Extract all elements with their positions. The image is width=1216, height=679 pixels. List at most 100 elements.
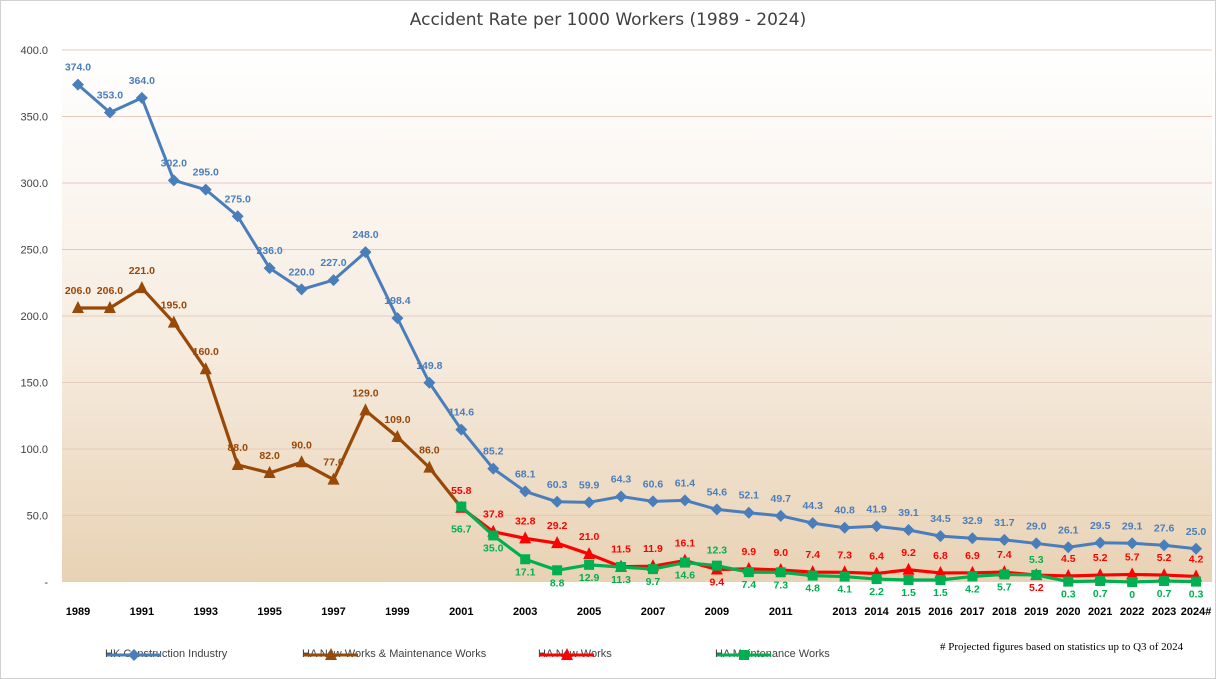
data-label: 68.1	[515, 468, 536, 480]
x-tick-label: 2016	[928, 606, 952, 618]
data-label: 9.0	[773, 547, 788, 559]
data-point	[1062, 541, 1075, 554]
x-tick-label: 2021	[1088, 606, 1112, 618]
data-label: 236.0	[256, 245, 282, 257]
chart-title: Accident Rate per 1000 Workers (1989 - 2…	[409, 10, 807, 30]
data-point	[1191, 576, 1202, 587]
data-label: 11.5	[611, 544, 631, 556]
data-point	[1126, 567, 1139, 580]
data-point	[1095, 576, 1106, 587]
data-label: 364.0	[129, 75, 155, 87]
data-label: 29.0	[1026, 520, 1047, 532]
data-label: 26.1	[1058, 524, 1079, 536]
data-point	[1126, 537, 1139, 550]
data-point	[1031, 569, 1042, 580]
footnote: # Projected figures based on statistics …	[940, 641, 1184, 653]
data-label: 37.8	[483, 509, 504, 521]
data-point	[616, 561, 627, 572]
x-tick-label: 2009	[705, 606, 729, 618]
data-point	[551, 536, 564, 549]
data-label: 206.0	[65, 285, 91, 297]
y-tick-label: 300.0	[20, 178, 48, 190]
data-label: 39.1	[898, 507, 919, 519]
data-point	[295, 455, 308, 468]
legend-label: HA New Works & Maintenance Works	[302, 648, 487, 660]
x-tick-label: 2017	[960, 606, 984, 618]
data-point	[647, 564, 658, 575]
x-tick-label: 1991	[130, 606, 154, 618]
data-label: 0.3	[1189, 589, 1204, 601]
data-label: 29.1	[1122, 520, 1143, 532]
data-point	[455, 423, 468, 436]
data-point	[325, 648, 337, 660]
data-point	[998, 533, 1011, 546]
data-point	[1158, 539, 1171, 552]
y-tick-label: 200.0	[20, 311, 48, 323]
data-point	[327, 472, 340, 485]
x-tick-label: 2013	[832, 606, 856, 618]
series-line	[460, 506, 1197, 579]
data-label: 60.3	[547, 479, 568, 491]
data-point	[903, 575, 914, 586]
data-label: 40.8	[834, 505, 855, 517]
data-label: 54.6	[707, 486, 728, 498]
x-tick-label: 2007	[641, 606, 665, 618]
data-label: 86.0	[419, 445, 440, 457]
x-tick-label: 2019	[1024, 606, 1048, 618]
data-label: 302.0	[161, 157, 187, 169]
y-tick-label: 400.0	[20, 45, 48, 57]
data-label: 5.2	[1029, 582, 1044, 594]
data-point	[391, 430, 404, 443]
data-point	[870, 520, 883, 533]
data-label: 374.0	[65, 62, 91, 74]
data-label: 27.6	[1154, 522, 1175, 534]
data-label: 206.0	[97, 285, 123, 297]
data-point	[966, 532, 979, 545]
data-label: 31.7	[994, 517, 1015, 529]
y-tick-label: 250.0	[20, 245, 48, 257]
data-point	[1094, 536, 1107, 549]
data-point	[583, 496, 596, 509]
x-tick-label: 2011	[769, 606, 793, 618]
x-tick-label: 2015	[896, 606, 920, 618]
x-tick-label: 2020	[1056, 606, 1080, 618]
data-label: 7.3	[837, 549, 852, 561]
data-label: 221.0	[129, 265, 155, 277]
data-label: 4.8	[805, 583, 820, 595]
data-label: 114.6	[448, 407, 474, 419]
data-label: 5.3	[1029, 554, 1044, 566]
data-point	[487, 462, 500, 475]
legend-swatch	[304, 648, 358, 660]
data-label: 52.1	[739, 490, 760, 502]
data-point	[999, 569, 1010, 580]
data-point	[967, 571, 978, 582]
x-tick-label: 2005	[577, 606, 601, 618]
data-label: 21.0	[579, 531, 600, 543]
data-label: 59.9	[579, 479, 600, 491]
data-point	[1030, 537, 1043, 550]
x-tick-label: 2022	[1120, 606, 1144, 618]
data-label: 275.0	[225, 193, 251, 205]
data-point	[584, 559, 595, 570]
y-axis-ticks: - 50.0 100.0 150.0 200.0 250.0 300.0 350.0 400.0	[20, 45, 48, 589]
data-point	[743, 567, 754, 578]
x-tick-label: 1995	[257, 606, 281, 618]
legend-swatch	[540, 648, 594, 660]
data-label: 198.4	[384, 295, 410, 307]
series-line	[460, 505, 1197, 584]
data-label: 295.0	[193, 167, 219, 179]
data-point	[167, 174, 180, 187]
data-point	[1063, 576, 1074, 587]
data-label: 41.9	[866, 503, 887, 515]
data-point	[71, 301, 84, 314]
data-point	[263, 262, 276, 275]
data-label: 6.8	[933, 550, 948, 562]
data-label: 220.0	[288, 266, 314, 278]
legend: HK Construction Industry HA New Works & M…	[0, 648, 1216, 668]
data-point	[359, 246, 372, 259]
data-label: 6.4	[869, 550, 884, 562]
data-point	[103, 106, 116, 119]
x-tick-label: 1999	[385, 606, 409, 618]
data-point	[71, 78, 84, 91]
